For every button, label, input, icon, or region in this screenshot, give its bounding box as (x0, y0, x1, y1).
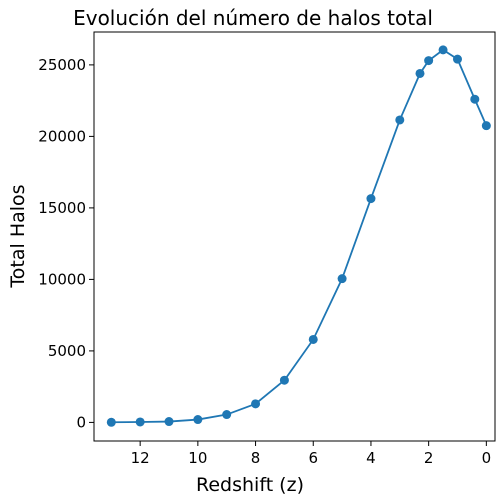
x-tick-label: 0 (482, 449, 492, 467)
y-tick-label: 20000 (38, 127, 86, 145)
y-tick-label: 15000 (38, 199, 86, 217)
data-point (164, 417, 174, 427)
x-tick-label: 8 (251, 449, 261, 467)
data-point (106, 417, 116, 427)
data-point (222, 410, 232, 420)
y-axis-label: Total Halos (7, 184, 29, 288)
data-point (366, 194, 376, 204)
data-point (438, 45, 448, 55)
plot-area: 12 10 8 6 4 2 0 0 5000 10000 15000 20000 25000 (38, 31, 496, 467)
data-point (424, 56, 434, 66)
data-point (279, 375, 289, 385)
data-point (452, 54, 462, 64)
data-point (251, 399, 261, 409)
data-point (135, 417, 145, 427)
y-tick-label: 10000 (38, 270, 86, 288)
y-tick-label: 0 (76, 413, 86, 431)
data-point (193, 415, 203, 425)
series-line (111, 48, 488, 424)
x-tick-label: 4 (366, 449, 376, 467)
ticks-layer: 12 10 8 6 4 2 0 0 5000 10000 15000 20000 25000 (38, 56, 491, 467)
x-axis-label: Redshift (z) (196, 474, 304, 496)
plot-frame (93, 31, 496, 442)
y-tick-label: 25000 (38, 56, 86, 74)
data-point (308, 334, 318, 344)
data-point (337, 274, 347, 284)
chart-title: Evolución del número de halos total (73, 6, 433, 30)
data-point (415, 68, 425, 78)
x-tick-label: 12 (131, 449, 150, 467)
data-point (481, 121, 491, 131)
y-tick-label: 5000 (48, 342, 86, 360)
data-point (470, 94, 480, 104)
x-tick-label: 2 (424, 449, 434, 467)
x-tick-label: 10 (188, 449, 207, 467)
x-tick-label: 6 (308, 449, 318, 467)
series-layer (106, 45, 491, 427)
data-point (395, 115, 405, 125)
